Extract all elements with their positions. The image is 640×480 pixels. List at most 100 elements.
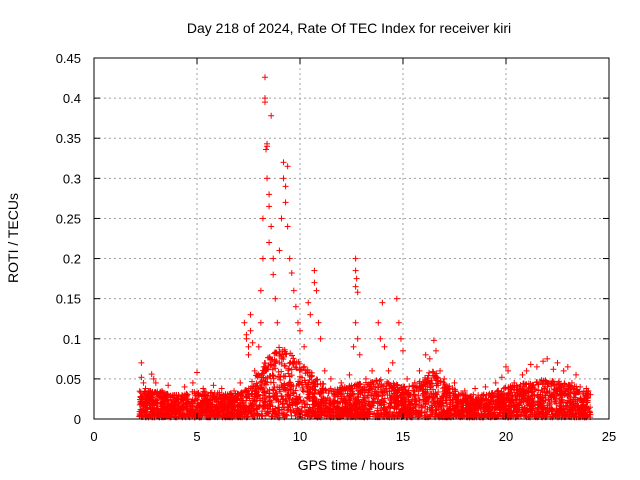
- data-point: [268, 399, 275, 406]
- data-point: [259, 386, 266, 393]
- data-point: [297, 327, 303, 334]
- data-point: [317, 390, 324, 397]
- data-point: [462, 396, 469, 403]
- data-point: [257, 287, 264, 294]
- data-point: [430, 386, 437, 393]
- data-point: [426, 355, 433, 362]
- data-point: [276, 247, 283, 254]
- data-point: [189, 404, 196, 411]
- data-point: [266, 393, 273, 400]
- data-point: [422, 351, 429, 358]
- data-point: [347, 386, 354, 393]
- data-point: [321, 409, 328, 416]
- data-point: [503, 363, 509, 370]
- data-point: [585, 405, 592, 412]
- data-point: [389, 359, 396, 366]
- data-point: [248, 378, 255, 385]
- data-point: [256, 401, 263, 408]
- data-point: [179, 412, 186, 419]
- y-tick-label: 0.45: [56, 51, 81, 66]
- data-point: [281, 384, 288, 391]
- data-point: [347, 412, 354, 419]
- data-point: [154, 399, 161, 406]
- data-point: [270, 379, 277, 386]
- data-point: [309, 389, 316, 396]
- data-point: [195, 413, 202, 420]
- data-point: [555, 380, 562, 387]
- data-point: [432, 374, 439, 381]
- data-point: [299, 379, 306, 386]
- data-point: [403, 389, 410, 396]
- data-point: [459, 407, 466, 414]
- data-point: [246, 390, 253, 397]
- data-point: [144, 391, 151, 398]
- data-point: [282, 199, 289, 206]
- data-point: [527, 396, 534, 403]
- data-point: [545, 396, 552, 403]
- data-point: [152, 389, 159, 396]
- data-point: [310, 394, 317, 401]
- data-point: [387, 382, 394, 389]
- data-point: [499, 412, 506, 419]
- data-point: [275, 409, 282, 416]
- data-point: [375, 319, 382, 326]
- data-point: [418, 403, 425, 410]
- data-point: [146, 388, 153, 395]
- data-point: [237, 379, 244, 386]
- data-point: [270, 387, 277, 394]
- data-point: [252, 388, 259, 395]
- data-point: [154, 393, 161, 400]
- data-point: [279, 396, 286, 403]
- data-point: [216, 389, 223, 396]
- data-point: [151, 402, 158, 409]
- data-point: [437, 367, 444, 374]
- data-point: [498, 374, 505, 381]
- data-point: [271, 408, 278, 415]
- data-point: [444, 407, 451, 414]
- data-point: [379, 299, 386, 306]
- data-point: [543, 388, 550, 395]
- data-point: [455, 391, 462, 398]
- data-point: [568, 379, 575, 386]
- data-point: [184, 409, 191, 416]
- data-point: [318, 404, 325, 411]
- data-point: [500, 390, 507, 397]
- data-point: [400, 383, 407, 390]
- data-point: [524, 388, 531, 395]
- data-point: [377, 400, 384, 407]
- data-point: [378, 383, 385, 390]
- data-point: [449, 385, 456, 392]
- data-point: [394, 382, 401, 389]
- data-point: [259, 215, 266, 222]
- data-point: [331, 393, 338, 400]
- data-point: [228, 402, 235, 409]
- data-point: [295, 378, 302, 385]
- data-point: [356, 351, 363, 358]
- data-point: [344, 405, 351, 412]
- data-point: [280, 175, 287, 182]
- data-point: [480, 406, 487, 413]
- data-point: [388, 395, 395, 402]
- data-point: [197, 399, 204, 406]
- data-point: [318, 409, 325, 416]
- data-point: [289, 402, 296, 409]
- data-point: [544, 408, 551, 415]
- data-point: [264, 175, 271, 182]
- data-point: [228, 409, 235, 416]
- data-point: [269, 403, 276, 410]
- data-point: [490, 399, 497, 406]
- data-point: [308, 373, 315, 380]
- data-point: [278, 382, 285, 389]
- data-point: [277, 388, 284, 395]
- data-point: [474, 399, 481, 406]
- data-point: [259, 255, 266, 262]
- data-point: [326, 387, 333, 394]
- data-point: [335, 390, 342, 397]
- data-point: [483, 396, 490, 403]
- data-point: [338, 379, 345, 386]
- grid-lines: [94, 58, 609, 419]
- data-point: [531, 391, 538, 398]
- data-point: [410, 387, 417, 394]
- data-point: [416, 367, 423, 374]
